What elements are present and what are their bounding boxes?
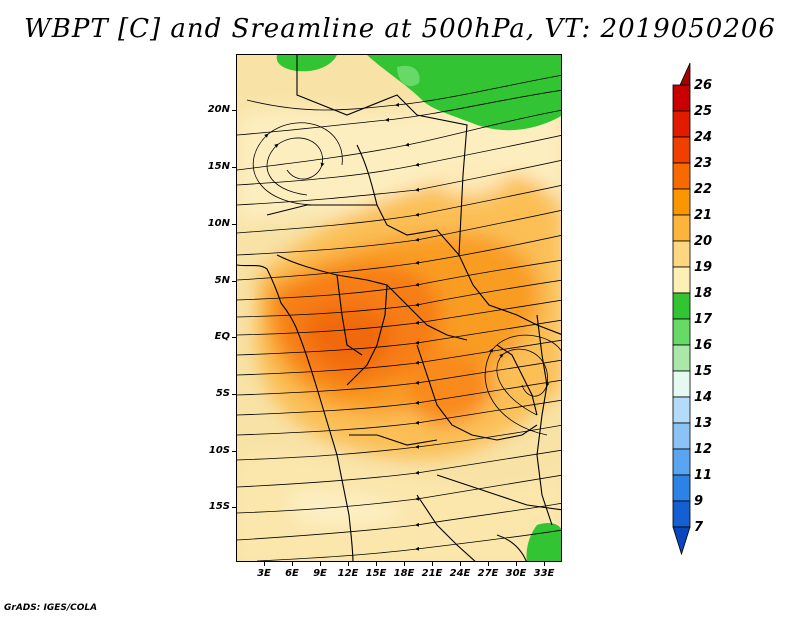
colorbar-swatch (672, 318, 691, 346)
lat-label: 15S (208, 501, 230, 512)
credit-text: GrADS: IGES/COLA (4, 603, 98, 613)
colorbar-label: 17 (694, 312, 713, 327)
lon-label: 12E (337, 568, 359, 579)
colorbar (672, 62, 691, 556)
colorbar-swatch (672, 110, 691, 138)
lon-tick (292, 562, 293, 566)
colorbar-swatch (672, 422, 691, 450)
colorbar-label: 15 (694, 364, 713, 379)
map-plot[interactable] (236, 54, 562, 562)
lon-label: 18E (393, 568, 415, 579)
page-title: WBPT [C] and Sreamline at 500hPa, VT: 20… (24, 14, 776, 44)
lon-label: 24E (449, 568, 471, 579)
colorbar-label: 19 (694, 260, 713, 275)
lon-tick (404, 562, 405, 566)
lon-tick (432, 562, 433, 566)
colorbar-label: 26 (694, 78, 713, 93)
colorbar-swatch-7-minus (672, 526, 691, 556)
colorbar-label: 13 (694, 416, 713, 431)
lat-tick (232, 167, 236, 168)
colorbar-label: 11 (694, 468, 713, 483)
lon-label: 9E (313, 568, 327, 579)
streamlines (237, 74, 561, 561)
lon-label: 30E (505, 568, 527, 579)
colorbar-swatch-26-plus (679, 62, 691, 86)
lat-label: 10S (208, 445, 230, 456)
colorbar-swatch (672, 214, 691, 242)
lon-tick (544, 562, 545, 566)
colorbar-label: 25 (694, 104, 713, 119)
colorbar-swatch (672, 266, 691, 294)
lon-label: 27E (477, 568, 499, 579)
lat-tick (232, 224, 236, 225)
colorbar-label: 21 (694, 208, 713, 223)
lat-label: 20N (207, 104, 230, 115)
lat-tick (232, 507, 236, 508)
lat-label: EQ (214, 331, 230, 342)
wbpt-shading (237, 55, 561, 561)
lat-label: 10N (207, 218, 230, 229)
colorbar-swatch (672, 396, 691, 424)
country-borders (237, 55, 561, 561)
lon-tick (376, 562, 377, 566)
lat-tick (232, 394, 236, 395)
colorbar-label: 14 (694, 390, 713, 405)
colorbar-label: 18 (694, 286, 713, 301)
lon-tick (348, 562, 349, 566)
lon-tick (460, 562, 461, 566)
lon-label: 33E (533, 568, 555, 579)
colorbar-swatch (672, 500, 691, 528)
colorbar-label: 7 (694, 520, 704, 535)
lat-label: 5N (214, 275, 230, 286)
lat-tick (232, 337, 236, 338)
colorbar-label: 22 (694, 182, 713, 197)
colorbar-label: 20 (694, 234, 713, 249)
colorbar-swatch (672, 344, 691, 372)
lat-tick (232, 281, 236, 282)
colorbar-label: 23 (694, 156, 713, 171)
lon-tick (264, 562, 265, 566)
lon-label: 15E (365, 568, 387, 579)
lat-label: 5S (215, 388, 230, 399)
colorbar-swatch (672, 162, 691, 190)
colorbar-label: 16 (694, 338, 713, 353)
colorbar-swatch (672, 240, 691, 268)
colorbar-swatch (672, 188, 691, 216)
colorbar-label: 24 (694, 130, 713, 145)
lon-label: 3E (257, 568, 271, 579)
colorbar-swatch (672, 84, 691, 112)
lat-tick (232, 110, 236, 111)
colorbar-swatch (672, 370, 691, 398)
lon-tick (516, 562, 517, 566)
colorbar-swatch (672, 292, 691, 320)
lon-tick (488, 562, 489, 566)
lon-label: 6E (285, 568, 299, 579)
lon-label: 21E (421, 568, 443, 579)
colorbar-swatch (672, 136, 691, 164)
lat-tick (232, 451, 236, 452)
lon-tick (320, 562, 321, 566)
colorbar-label: 9 (694, 494, 704, 509)
colorbar-label: 12 (694, 442, 713, 457)
colorbar-swatch (672, 474, 691, 502)
colorbar-swatch (672, 448, 691, 476)
lat-label: 15N (207, 161, 230, 172)
